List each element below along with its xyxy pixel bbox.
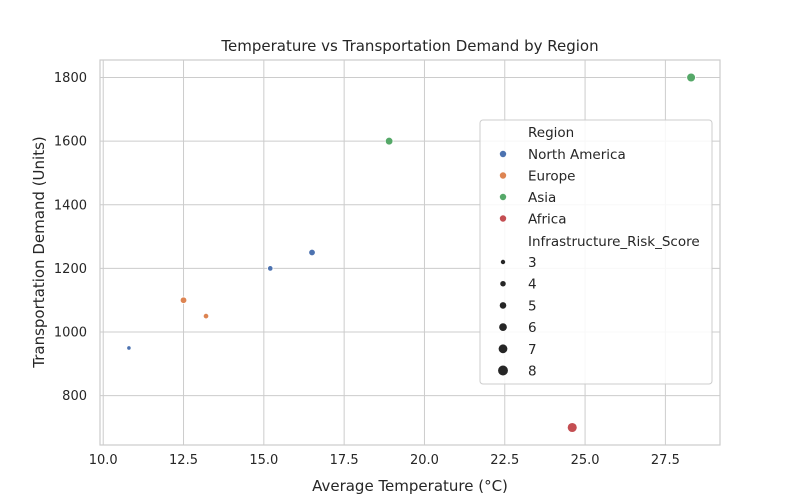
data-points <box>126 72 696 433</box>
x-tick-label: 12.5 <box>169 453 198 468</box>
legend-size-label: 6 <box>528 320 537 336</box>
legend-hue-label: Asia <box>528 190 556 206</box>
y-tick-label: 800 <box>62 389 87 404</box>
plot-frame <box>99 59 721 446</box>
x-tick-label: 25.0 <box>571 453 600 468</box>
legend-size-title: Infrastructure_Risk_Score <box>528 234 700 250</box>
legend: Region North America Europe Asia Africa Inf… <box>479 119 713 385</box>
legend-size-marker <box>498 344 508 354</box>
data-point <box>267 265 274 272</box>
legend-size-label: 4 <box>528 277 537 293</box>
legend-size-marker <box>499 323 507 331</box>
legend-size-label: 3 <box>528 255 537 271</box>
data-point <box>308 248 316 257</box>
chart-title: Temperature vs Transportation Demand by … <box>220 37 598 55</box>
x-tick-label: 22.5 <box>490 453 519 468</box>
legend-hue-marker <box>499 172 507 179</box>
legend-size-marker <box>498 365 508 376</box>
legend-size-marker <box>500 259 506 265</box>
data-point <box>179 296 188 304</box>
legend-hue-title: Region <box>528 125 574 141</box>
legend-hue-marker <box>499 215 507 222</box>
data-point <box>686 72 696 83</box>
x-tick-label: 10.0 <box>89 453 118 468</box>
legend-size-label: 5 <box>528 298 537 314</box>
legend-hue-marker <box>499 150 507 158</box>
x-tick-label: 27.5 <box>651 453 680 468</box>
legend-size-label: 8 <box>528 364 537 380</box>
legend-hue-marker <box>499 193 507 201</box>
y-axis-ticks: 800 1000 1200 1400 1600 1800 <box>54 71 87 404</box>
legend-size-marker <box>500 280 506 287</box>
x-axis-ticks: 10.0 12.5 15.0 17.5 20.0 22.5 25.0 27.5 <box>89 453 680 468</box>
x-tick-label: 17.5 <box>330 453 359 468</box>
legend-box <box>479 119 713 385</box>
y-axis-label: Transportation Demand (Units) <box>30 136 48 369</box>
x-tick-label: 15.0 <box>249 453 278 468</box>
x-axis-label: Average Temperature (°C) <box>312 477 508 495</box>
x-tick-label: 20.0 <box>410 453 439 468</box>
legend-hue-label: Europe <box>528 169 575 185</box>
legend-size-label: 7 <box>528 342 537 358</box>
data-point <box>202 312 210 320</box>
y-tick-label: 1400 <box>54 198 87 213</box>
y-tick-label: 1000 <box>54 326 87 341</box>
legend-hue-label: Africa <box>528 212 567 228</box>
legend-size-marker <box>499 302 507 309</box>
y-tick-label: 1600 <box>54 135 87 150</box>
data-point <box>566 422 578 433</box>
y-tick-label: 1200 <box>54 262 87 277</box>
legend-hue-label: North America <box>528 147 626 163</box>
y-tick-label: 1800 <box>54 71 87 86</box>
data-point <box>384 136 394 146</box>
data-point <box>126 345 132 351</box>
